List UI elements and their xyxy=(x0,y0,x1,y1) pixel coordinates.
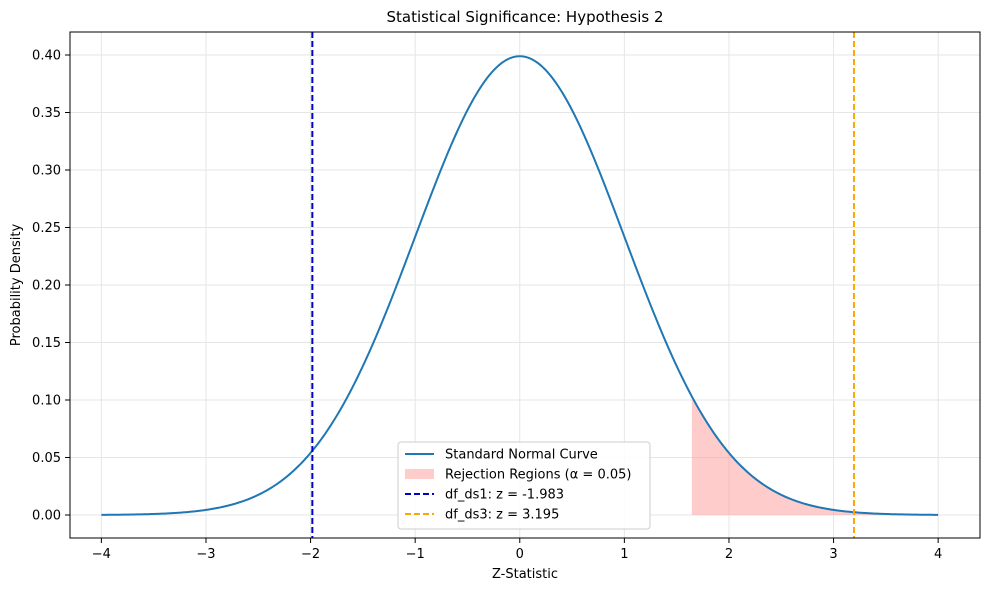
rejection-region-layer xyxy=(691,396,939,515)
x-tick-label: −3 xyxy=(196,547,215,562)
vline-layer xyxy=(311,32,855,538)
y-tick-label: 0.20 xyxy=(32,279,61,294)
x-tick-label: −4 xyxy=(92,547,111,562)
y-tick-label: 0.15 xyxy=(32,336,61,351)
x-tick-label: 4 xyxy=(934,547,942,562)
x-tick-label: −2 xyxy=(301,547,320,562)
grid xyxy=(70,32,980,538)
legend-label-vline-2: df_ds3: z = 3.195 xyxy=(445,508,559,523)
legend-label-vline-1: df_ds1: z = -1.983 xyxy=(445,488,564,503)
chart-title: Statistical Significance: Hypothesis 2 xyxy=(386,8,663,26)
legend-box xyxy=(397,441,651,530)
x-tick-label: 2 xyxy=(725,547,733,562)
legend-label-curve: Standard Normal Curve xyxy=(445,448,598,463)
legend: Standard Normal Curve Rejection Regions … xyxy=(397,441,651,530)
y-axis-label: Probability Density xyxy=(9,224,24,347)
x-tick-label: 3 xyxy=(829,547,837,562)
y-tick-label: 0.30 xyxy=(32,164,61,179)
y-tick-label: 0.25 xyxy=(32,221,61,236)
normal-curve xyxy=(101,55,939,516)
y-tick-label: 0.35 xyxy=(32,106,61,121)
y-tick-label: 0.10 xyxy=(32,394,61,409)
x-axis: −4 −3 −2 −1 0 1 2 3 4 xyxy=(92,538,942,562)
curve-layer xyxy=(101,55,939,516)
x-tick-label: 1 xyxy=(620,547,628,562)
y-tick-label: 0.05 xyxy=(32,451,61,466)
x-tick-label: 0 xyxy=(516,547,524,562)
y-tick-label: 0.40 xyxy=(32,49,61,64)
y-axis: 0.00 0.05 0.10 0.15 0.20 0.25 0.30 0.35 0.40 xyxy=(32,49,70,524)
x-tick-label: −1 xyxy=(406,547,425,562)
legend-label-region: Rejection Regions (α = 0.05) xyxy=(445,468,631,483)
y-tick-label: 0.00 xyxy=(32,509,61,524)
legend-swatch-region xyxy=(405,469,434,479)
rejection-region xyxy=(691,396,939,515)
x-axis-label: Z-Statistic xyxy=(492,567,558,582)
